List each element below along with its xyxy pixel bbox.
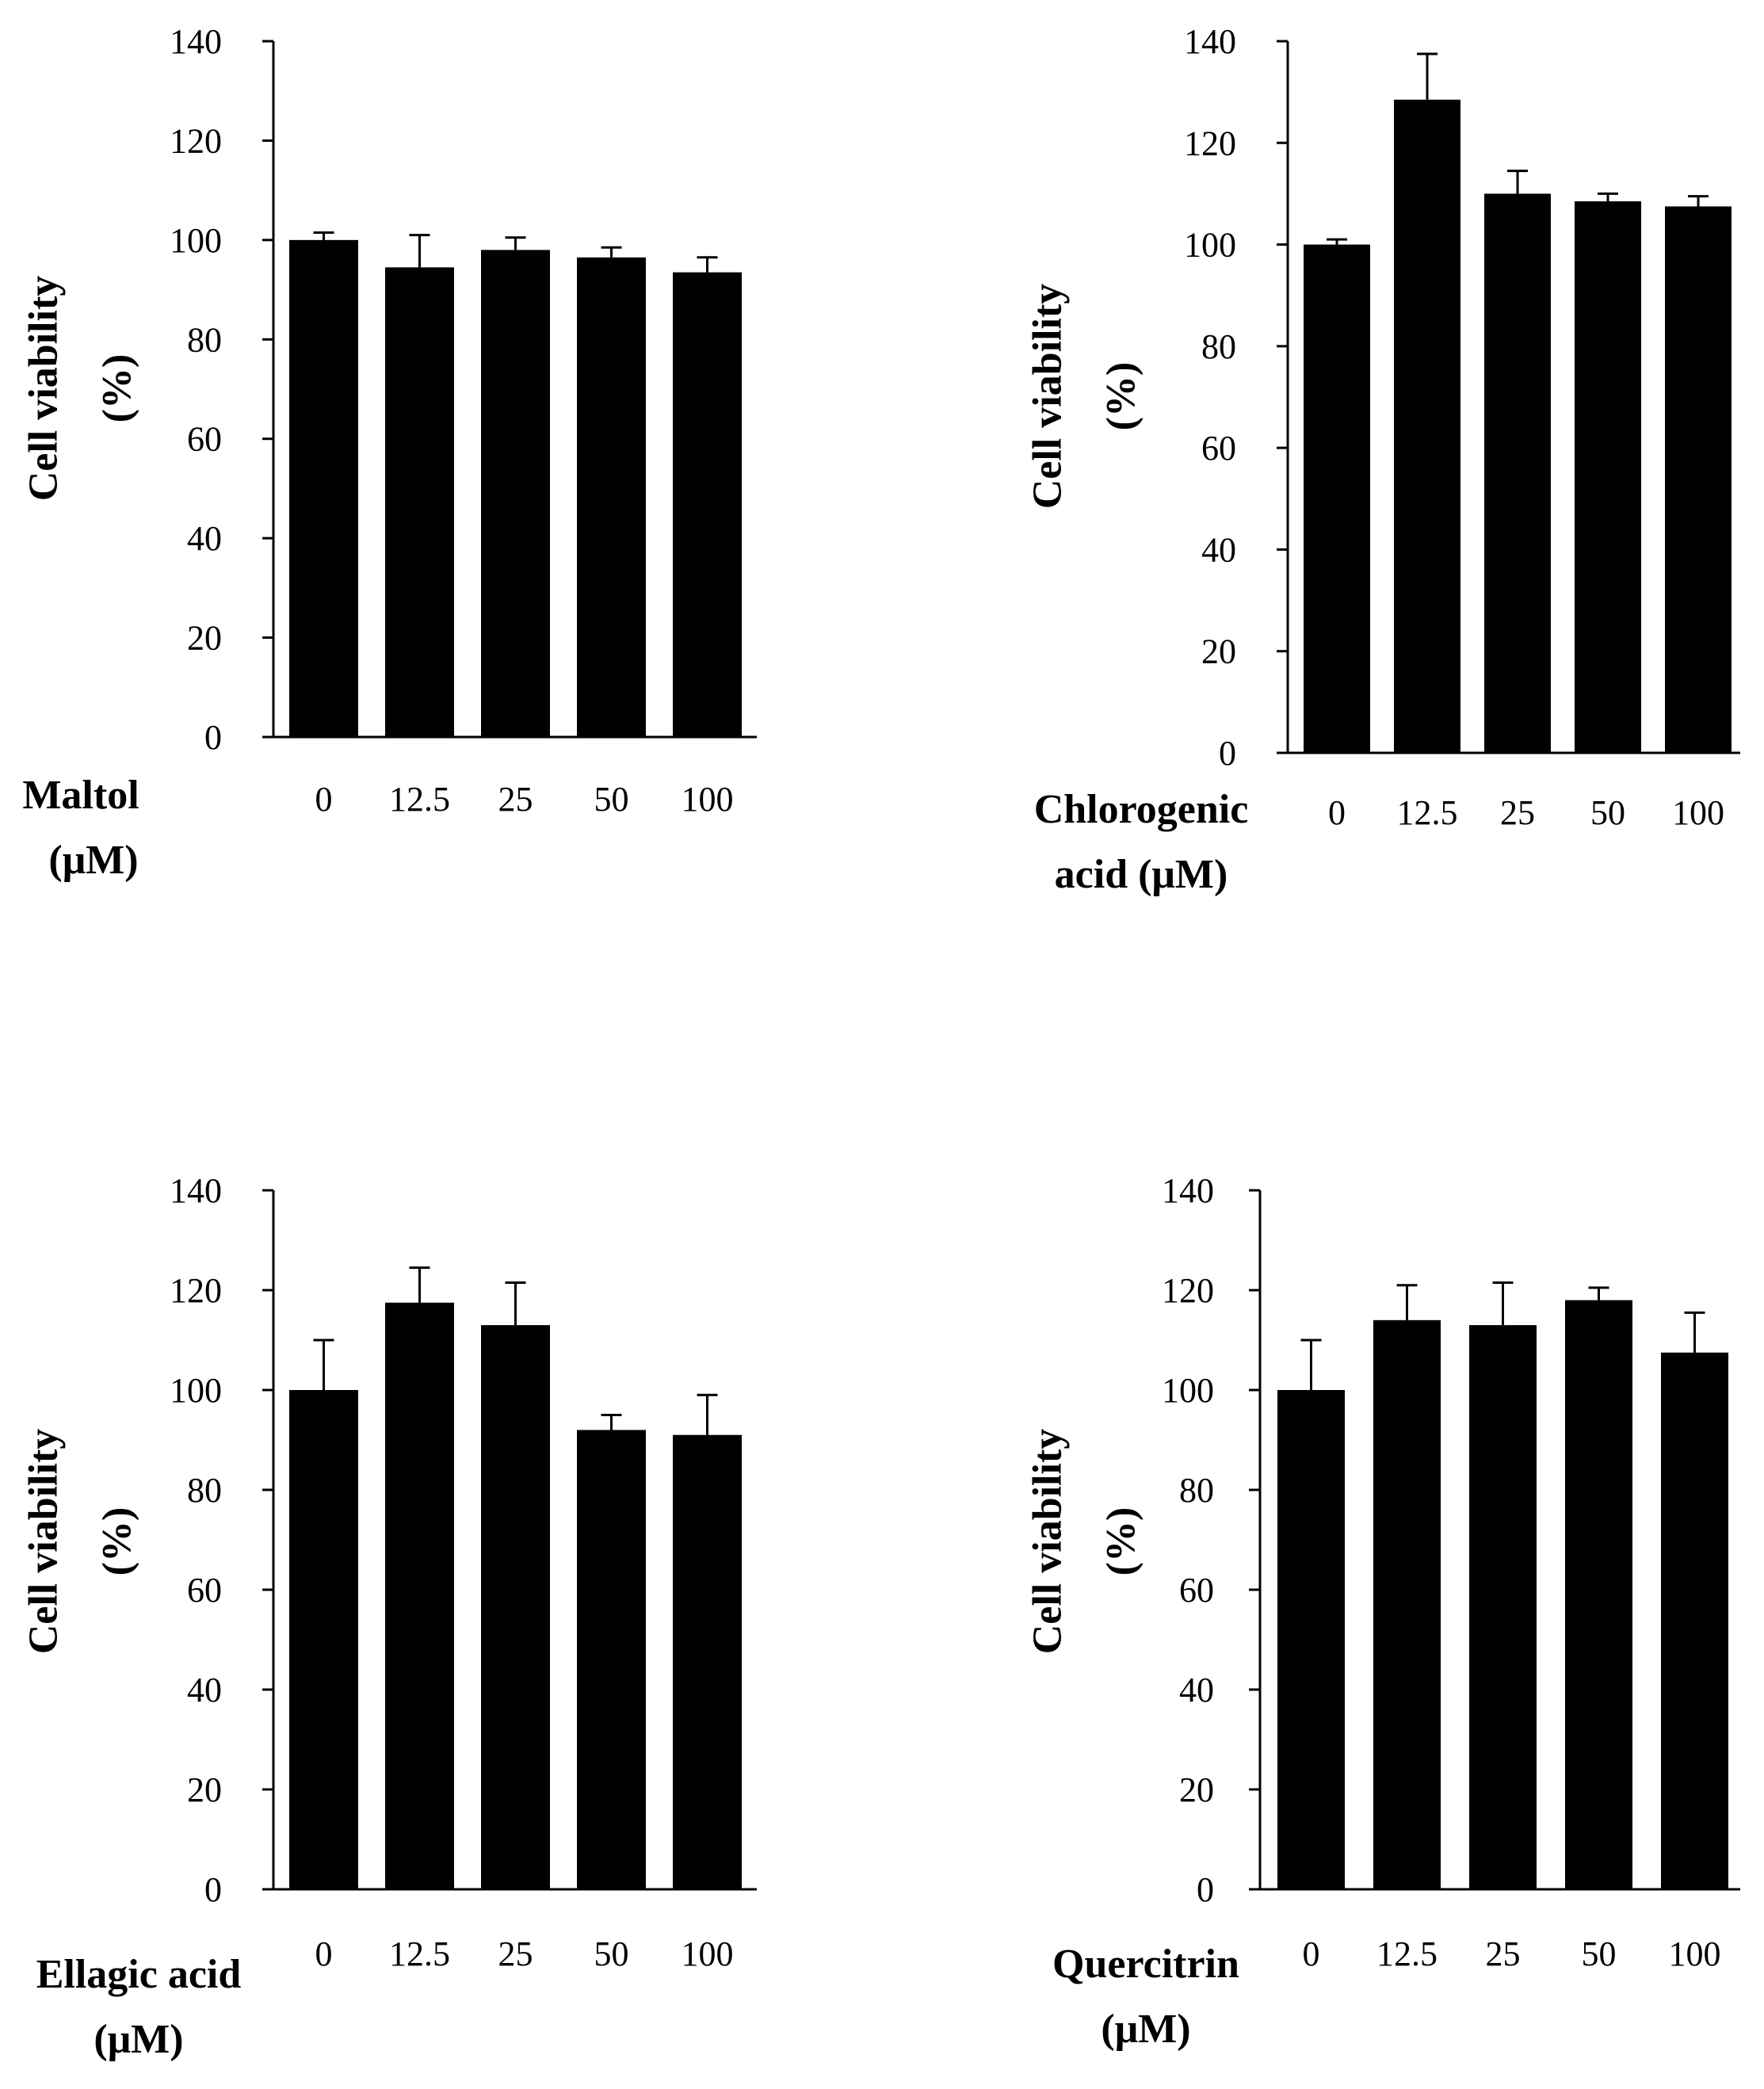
y-tick-label: 40 bbox=[187, 1671, 222, 1709]
chart-panel-1: 0 20 40 60 80 100 120 140 0 12.5 25 50 100 Cell viabi… bbox=[21, 22, 757, 883]
y-tick-label: 0 bbox=[1219, 734, 1236, 773]
chart-panel-4: 0 20 40 60 80 100 120 140 0 12.5 25 50 100 Cell viabi… bbox=[1025, 1171, 1740, 2052]
y-tick-label: 0 bbox=[1197, 1870, 1214, 1909]
y-tick-label: 100 bbox=[1184, 226, 1236, 265]
y-tick-label: 100 bbox=[1162, 1371, 1214, 1410]
bar-12-5 bbox=[385, 267, 454, 738]
y-axis-unit: (%) bbox=[95, 354, 140, 423]
bar-0 bbox=[1277, 1390, 1345, 1889]
y-tick-label: 60 bbox=[187, 420, 222, 459]
y-tick-label: 100 bbox=[170, 1371, 222, 1410]
x-axis-unit: (μM) bbox=[1101, 2007, 1190, 2052]
y-axis-title: Cell viability bbox=[1025, 284, 1071, 510]
y-axis-unit: (%) bbox=[1099, 1507, 1144, 1576]
y-tick-label: 60 bbox=[187, 1571, 222, 1610]
x-category-label: 25 bbox=[1500, 793, 1535, 832]
y-tick-label: 140 bbox=[170, 1171, 222, 1210]
chart-panel-3: 0 20 40 60 80 100 120 140 0 12.5 25 50 100 Cell viabi… bbox=[21, 1171, 757, 2062]
y-tick-label: 60 bbox=[1179, 1571, 1214, 1610]
x-category-label: 25 bbox=[1486, 1934, 1521, 1973]
x-axis-caption: Ellagic acid bbox=[36, 1952, 242, 1997]
x-category-label: 25 bbox=[498, 1934, 533, 1973]
x-category-label: 100 bbox=[682, 780, 734, 819]
y-tick-label: 40 bbox=[1179, 1671, 1214, 1709]
bar-25 bbox=[1484, 193, 1551, 753]
bar-50 bbox=[1565, 1300, 1632, 1889]
x-category-label: 0 bbox=[315, 1934, 333, 1973]
y-axis-title: Cell viability bbox=[21, 276, 67, 502]
bar-25 bbox=[481, 250, 550, 737]
x-axis-caption: Quercitrin bbox=[1052, 1942, 1239, 1987]
y-tick-label: 60 bbox=[1201, 429, 1236, 468]
chart-panel-2: 0 20 40 60 80 100 120 140 0 12.5 25 50 100 Cell viabi… bbox=[1025, 22, 1740, 897]
x-category-label: 0 bbox=[315, 780, 333, 819]
x-axis-unit: acid (μM) bbox=[1055, 852, 1228, 897]
bar-50 bbox=[1575, 201, 1641, 754]
y-tick-label: 120 bbox=[170, 1271, 222, 1310]
x-category-label: 100 bbox=[1672, 793, 1724, 832]
x-category-label: 100 bbox=[682, 1934, 734, 1973]
y-tick-label: 20 bbox=[187, 619, 222, 658]
y-axis-unit: (%) bbox=[1099, 362, 1144, 431]
y-tick-label: 140 bbox=[1162, 1171, 1214, 1210]
bar-100 bbox=[673, 1434, 742, 1889]
x-category-label: 12.5 bbox=[389, 1934, 450, 1973]
y-tick-label: 100 bbox=[170, 221, 222, 260]
bar-50 bbox=[577, 1430, 646, 1889]
x-axis-caption: Chlorogenic bbox=[1034, 787, 1249, 832]
bar-25 bbox=[1469, 1325, 1537, 1889]
y-axis-unit: (%) bbox=[95, 1507, 140, 1576]
x-category-label: 12.5 bbox=[1376, 1934, 1438, 1973]
y-tick-label: 40 bbox=[1201, 530, 1236, 569]
x-axis-unit: (μM) bbox=[48, 838, 138, 883]
x-category-label: 25 bbox=[498, 780, 533, 819]
y-tick-label: 0 bbox=[204, 1870, 222, 1909]
bar-12-5 bbox=[1373, 1319, 1441, 1889]
bar-50 bbox=[577, 257, 646, 737]
x-axis-unit: (μM) bbox=[94, 2017, 183, 2062]
x-category-label: 50 bbox=[1582, 1934, 1617, 1973]
y-tick-label: 120 bbox=[170, 121, 222, 160]
x-category-label: 0 bbox=[1303, 1934, 1320, 1973]
bar-100 bbox=[673, 272, 742, 737]
y-tick-label: 120 bbox=[1184, 124, 1236, 162]
bar-12-5 bbox=[385, 1302, 454, 1889]
bar-100 bbox=[1661, 1352, 1728, 1889]
x-axis-caption: Maltol bbox=[22, 773, 139, 818]
y-tick-label: 80 bbox=[1201, 327, 1236, 366]
x-category-label: 0 bbox=[1328, 793, 1346, 832]
x-category-label: 12.5 bbox=[389, 780, 450, 819]
x-category-label: 50 bbox=[1590, 793, 1625, 832]
bar-12-5 bbox=[1394, 99, 1460, 753]
y-tick-label: 80 bbox=[187, 320, 222, 359]
bar-0 bbox=[289, 1390, 358, 1889]
y-tick-label: 0 bbox=[204, 718, 222, 757]
bar-0 bbox=[1304, 244, 1370, 754]
x-category-label: 50 bbox=[594, 780, 629, 819]
bar-100 bbox=[1665, 206, 1732, 753]
x-category-label: 12.5 bbox=[1397, 793, 1458, 832]
y-tick-label: 40 bbox=[187, 519, 222, 558]
y-tick-label: 140 bbox=[170, 22, 222, 61]
y-tick-label: 20 bbox=[1201, 632, 1236, 671]
y-tick-label: 80 bbox=[1179, 1471, 1214, 1510]
y-axis-title: Cell viability bbox=[1025, 1429, 1071, 1655]
y-tick-label: 120 bbox=[1162, 1271, 1214, 1310]
y-axis-title: Cell viability bbox=[21, 1429, 67, 1655]
y-tick-label: 80 bbox=[187, 1471, 222, 1510]
bar-0 bbox=[289, 239, 358, 737]
y-tick-label: 20 bbox=[187, 1770, 222, 1809]
bar-25 bbox=[481, 1325, 550, 1889]
x-category-label: 50 bbox=[594, 1934, 629, 1973]
y-tick-label: 20 bbox=[1179, 1770, 1214, 1809]
y-tick-label: 140 bbox=[1184, 22, 1236, 61]
x-category-label: 100 bbox=[1669, 1934, 1721, 1973]
